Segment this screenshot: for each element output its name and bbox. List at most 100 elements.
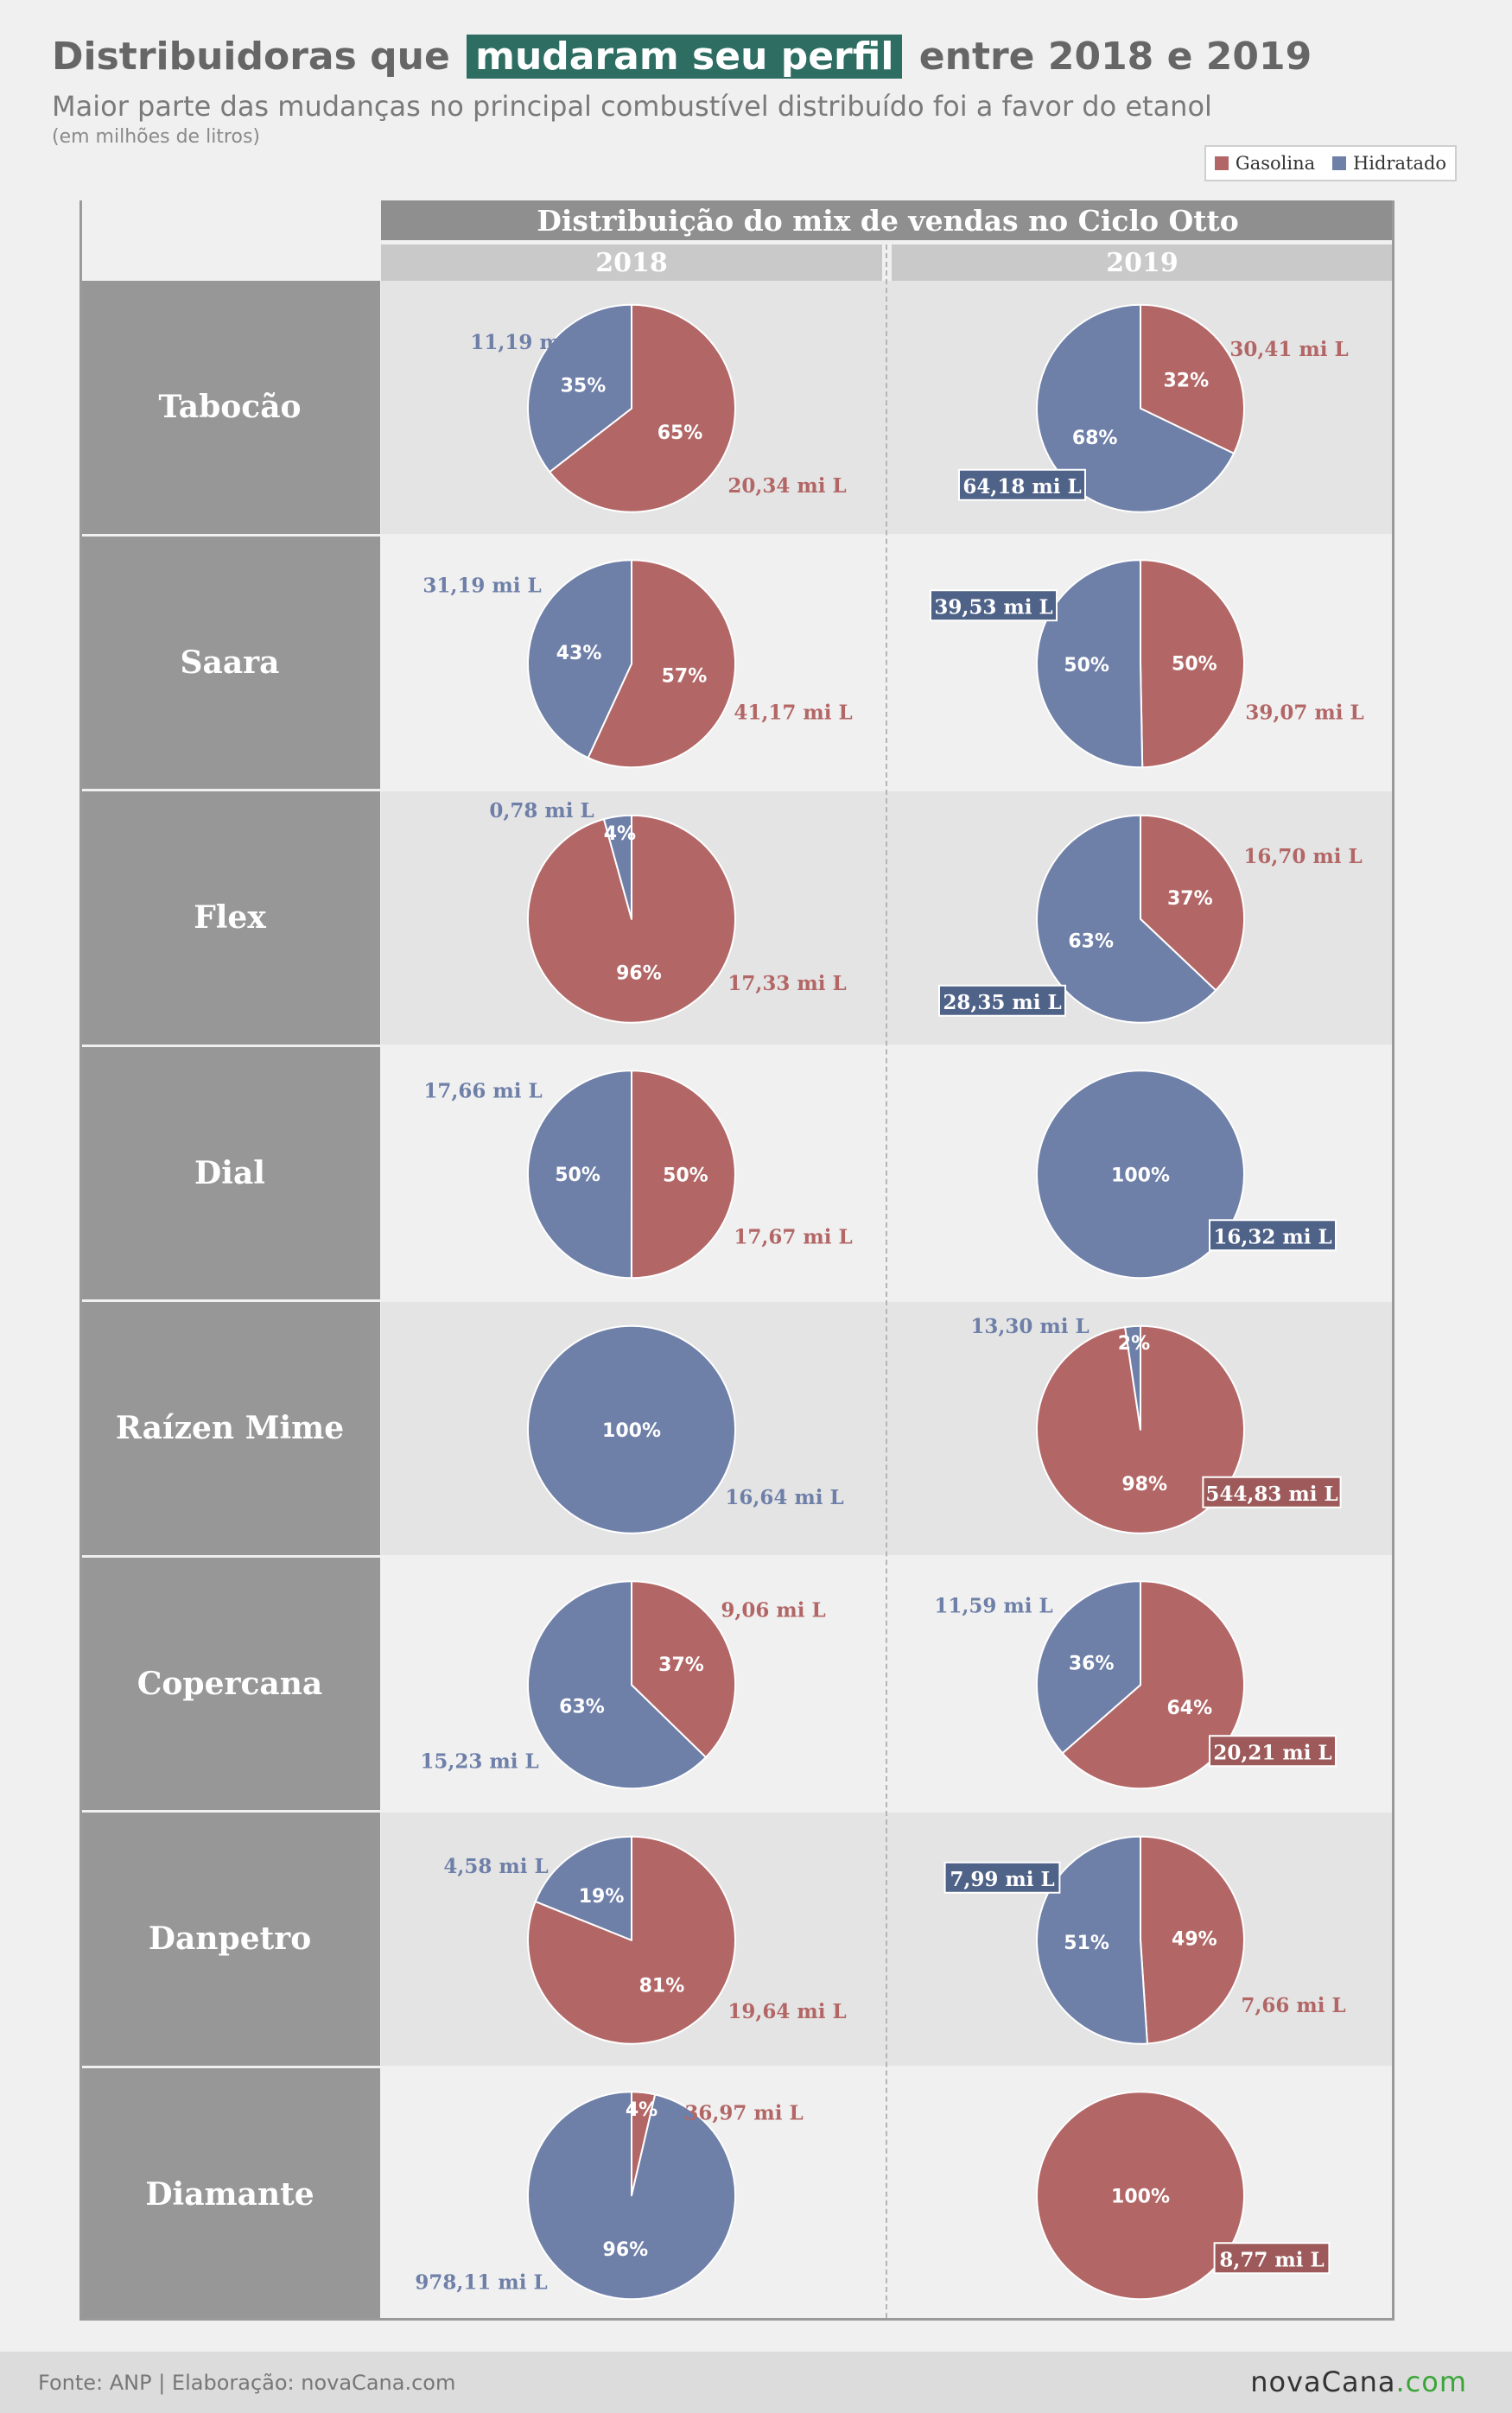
- value-label-hidratado: 4,58 mi L: [443, 1855, 548, 1878]
- value-label-box-hidratado: [958, 468, 1086, 501]
- unit-note: (em milhões de litros): [52, 126, 261, 148]
- pie-y2018: 81% 19% 19,64 mi L 4,58 mi L: [443, 1835, 847, 2045]
- value-label-hidratado: 31,19 mi L: [422, 574, 541, 597]
- pie-y2018: 100% 16,64 mi L: [527, 1324, 844, 1534]
- pie-pct-gasolina: 100%: [1111, 2186, 1170, 2207]
- pie-pct-hidratado: 96%: [603, 2239, 649, 2261]
- pie-slice-hidratado: [527, 1324, 736, 1534]
- value-label-box-hidratado: [930, 589, 1058, 622]
- distributor-label: Diamante: [79, 2067, 380, 2321]
- distributor-label: Flex: [79, 791, 380, 1045]
- pie-y2019: 37% 63% 16,70 mi L 28,35 mi L: [938, 814, 1363, 1024]
- value-label-gasolina: 7,66 mi L: [1241, 1994, 1345, 2017]
- value-label-gasolina: 544,83 mi L: [1205, 1483, 1337, 1506]
- pie-y2018: 50% 50% 17,67 mi L 17,66 mi L: [423, 1070, 853, 1280]
- pie-y2018: 4% 96% 36,97 mi L 978,11 mi L: [415, 2091, 804, 2301]
- distributor-label: Dial: [79, 1046, 380, 1299]
- value-label-gasolina: 39,07 mi L: [1245, 701, 1363, 724]
- pie-pct-gasolina: 32%: [1164, 371, 1210, 392]
- pie-slice-gasolina: [526, 1835, 736, 2045]
- value-label-box-hidratado: [1209, 1219, 1337, 1252]
- value-label-box-gasolina: [1209, 1735, 1337, 1768]
- page-subtitle: Maior parte das mudanças no principal co…: [52, 90, 1212, 123]
- distributor-label: Tabocão: [79, 281, 380, 534]
- pie-y2018: 96% 4% 17,33 mi L 0,78 mi L: [489, 799, 847, 1024]
- title-highlight: mudaram seu perfil: [467, 35, 903, 79]
- column-divider: [886, 244, 887, 2318]
- pie-y2019: 32% 68% 30,41 mi L 64,18 mi L: [958, 303, 1349, 513]
- pie-pct-hidratado: 2%: [1118, 1333, 1150, 1355]
- distributor-label: Saara: [79, 536, 380, 789]
- pie-slice-gasolina: [631, 1580, 736, 1759]
- page-title: Distribuidoras que mudaram seu perfil en…: [52, 35, 1312, 79]
- value-label-gasolina: 9,06 mi L: [721, 1598, 825, 1622]
- pie-pct-hidratado: 63%: [559, 1696, 605, 1718]
- title-post: entre 2018 e 2019: [918, 35, 1312, 79]
- pie-pct-hidratado: 19%: [579, 1886, 625, 1908]
- value-label-hidratado: 0,78 mi L: [489, 799, 594, 822]
- brand-logo: novaCana.com: [1250, 2365, 1467, 2398]
- legend-swatch-hidratado: [1331, 156, 1346, 170]
- pie-slice-hidratado: [526, 1070, 632, 1280]
- pie-pct-hidratado: 51%: [1064, 1933, 1109, 1954]
- pie-y2019: 98% 2% 544,83 mi L 13,30 mi L: [970, 1315, 1342, 1534]
- distributor-label: Copercana: [79, 1557, 380, 1810]
- pie-slice-hidratado: [527, 559, 632, 759]
- value-label-hidratado: 16,64 mi L: [725, 1486, 843, 1509]
- pie-slice-hidratado: [1036, 814, 1217, 1024]
- value-label-gasolina: 17,67 mi L: [734, 1225, 852, 1248]
- distributor-label: Raízen Mime: [79, 1302, 380, 1555]
- value-label-box-hidratado: [943, 1861, 1061, 1894]
- value-label-gasolina: 30,41 mi L: [1229, 338, 1348, 361]
- pie-slice-gasolina: [1061, 1580, 1245, 1790]
- pie-slice-hidratado: [1036, 303, 1236, 513]
- value-label-gasolina: 19,64 mi L: [727, 2000, 846, 2023]
- pie-pct-gasolina: 37%: [1167, 888, 1213, 910]
- pie-slice-gasolina: [1140, 559, 1246, 769]
- value-label-hidratado: 15,23 mi L: [420, 1749, 538, 1773]
- value-label-hidratado: 28,35 mi L: [943, 991, 1061, 1014]
- title-pre: Distribuidoras que: [52, 35, 450, 79]
- legend-label-hidratado: Hidratado: [1352, 153, 1447, 174]
- value-label-gasolina: 16,70 mi L: [1243, 845, 1362, 868]
- pie-y2019: 50% 50% 39,07 mi L 39,53 mi L: [930, 559, 1364, 769]
- pie-pct-hidratado: 63%: [1068, 930, 1114, 952]
- value-label-gasolina: 41,17 mi L: [734, 701, 852, 724]
- pie-pct-hidratado: 43%: [556, 643, 602, 664]
- value-label-hidratado: 11,59 mi L: [934, 1594, 1052, 1617]
- pie-y2018: 57% 43% 41,17 mi L 31,19 mi L: [422, 559, 853, 769]
- pie-slice-hidratado: [527, 303, 632, 473]
- pie-y2019: 100% 16,32 mi L: [1036, 1070, 1337, 1280]
- pie-slice-hidratado: [527, 1580, 707, 1790]
- chart-legend: Gasolina Hidratado: [1204, 145, 1457, 181]
- value-label-box-gasolina: [1202, 1476, 1342, 1508]
- brand-name: novaCana: [1250, 2365, 1396, 2398]
- value-label-gasolina: 20,21 mi L: [1213, 1741, 1331, 1764]
- pie-slice-hidratado: [1036, 1580, 1141, 1755]
- legend-item-hidratado: Hidratado: [1331, 153, 1447, 174]
- pie-pct-hidratado: 36%: [1069, 1653, 1115, 1674]
- pie-slice-gasolina: [1140, 1835, 1246, 2045]
- legend-label-gasolina: Gasolina: [1235, 153, 1316, 174]
- pie-pct-gasolina: 50%: [663, 1165, 708, 1186]
- distributor-label: Danpetro: [79, 1813, 380, 2066]
- pie-pct-hidratado: 4%: [604, 823, 636, 845]
- value-label-hidratado: 11,19 mi L: [470, 331, 588, 354]
- table-header: Distribuição do mix de vendas no Ciclo O…: [381, 200, 1394, 240]
- pie-slice-hidratado: [1036, 1835, 1148, 2045]
- pie-slice-hidratado: [602, 814, 632, 920]
- year-header-2019: 2019: [892, 244, 1393, 281]
- pie-slice-hidratado: [534, 1835, 632, 1941]
- pie-pct-gasolina: 81%: [639, 1975, 685, 1997]
- year-header-2018: 2018: [381, 244, 882, 281]
- pie-y2018: 37% 63% 9,06 mi L 15,23 mi L: [420, 1580, 826, 1790]
- pie-slice-gasolina: [1036, 2091, 1245, 2301]
- pie-y2018: 65% 35% 20,34 mi L 11,19 mi L: [470, 303, 847, 513]
- pie-pct-gasolina: 50%: [1172, 654, 1217, 676]
- pie-pct-gasolina: 96%: [616, 963, 662, 985]
- pie-pct-gasolina: 37%: [658, 1654, 704, 1676]
- pie-y2019: 100% 8,77 mi L: [1036, 2091, 1331, 2301]
- value-label-gasolina: 20,34 mi L: [727, 474, 846, 498]
- pie-slice-hidratado: [1036, 559, 1144, 769]
- value-label-gasolina: 36,97 mi L: [684, 2101, 803, 2124]
